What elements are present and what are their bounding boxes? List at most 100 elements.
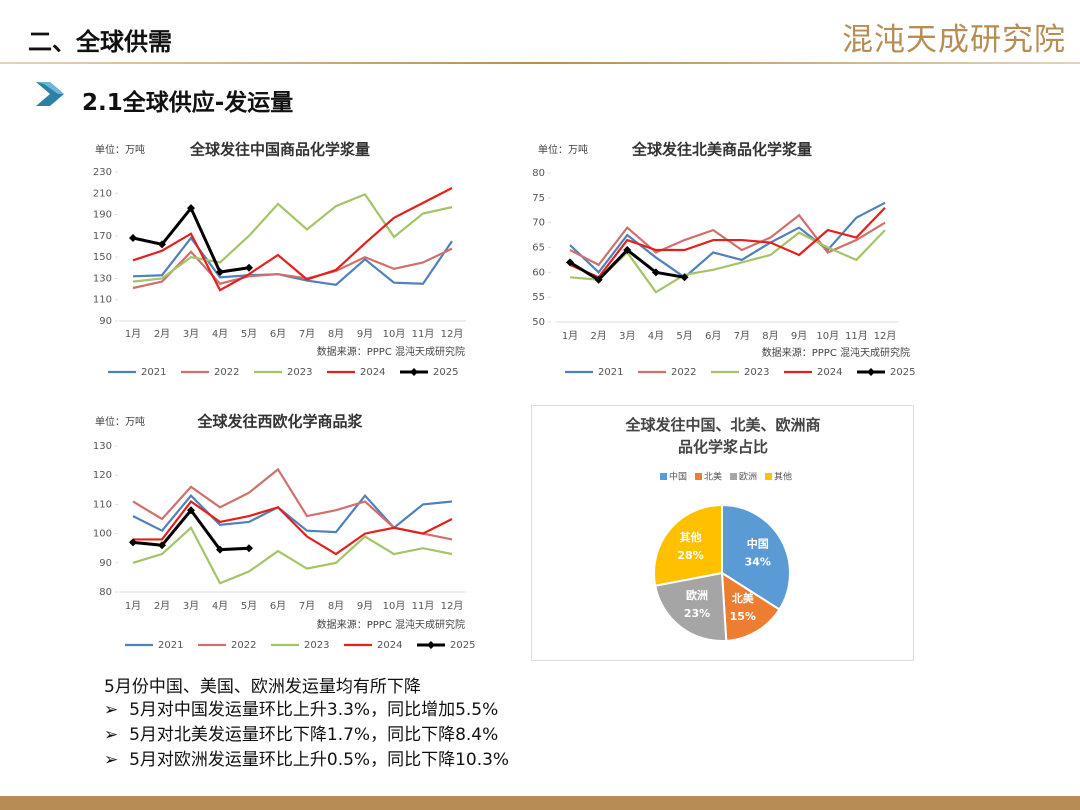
pie-frame [531,405,914,661]
y-tick-label: 230 [93,167,112,178]
legend-marker [867,368,875,376]
legend-label: 2022 [214,367,239,378]
x-tick-label: 10月 [383,600,406,612]
point [187,506,195,515]
slice-name: 北美 [732,591,755,605]
point [129,233,137,242]
x-tick-label: 12月 [441,328,464,340]
summary-text: 5月对中国发运量环比上升3.3%，同比增加5.5% [129,700,499,720]
y-tick-label: 110 [93,295,112,306]
series-line [569,207,886,279]
y-tick-label: 80 [532,168,545,179]
x-tick-label: 12月 [874,330,897,342]
summary-item: ➢ 5月对欧洲发运量环比上升0.5%，同比下降10.3% [104,750,510,770]
point [216,545,224,554]
point [158,541,166,550]
point [680,273,689,282]
legend-marker [410,368,418,376]
point [129,538,137,547]
x-tick-label: 7月 [299,600,315,612]
legend-label: 其他 [774,471,792,483]
y-tick-label: 60 [532,267,545,278]
slice-name: 欧洲 [686,588,708,602]
point [187,204,195,213]
x-tick-label: 4月 [212,328,228,340]
x-tick-label: 8月 [762,330,778,342]
section-icon [36,82,64,106]
slice-name: 中国 [747,536,769,550]
summary-list: ➢ 5月对中国发运量环比上升3.3%，同比增加5.5% ➢ 5月对北美发运量环比… [104,698,509,773]
x-tick-label: 9月 [357,600,373,612]
legend-marker [427,641,435,649]
x-tick-label: 11月 [412,600,435,612]
point [245,263,253,272]
series-line [132,205,250,274]
legend-swatch [765,473,773,480]
x-tick-label: 8月 [328,328,344,340]
summary-item: ➢ 5月对中国发运量环比上升3.3%，同比增加5.5% [104,700,499,720]
point [651,268,660,277]
legend-label: 2024 [360,367,385,378]
pie-slice [653,503,723,587]
y-tick-label: 120 [93,470,112,481]
chart-source: 数据来源：PPPC 混沌天成研究院 [317,345,465,358]
y-tick-label: 110 [93,499,112,510]
legend-swatch [660,473,667,480]
x-tick-label: 11月 [412,328,435,340]
chart-unit: 单位：万吨 [538,143,588,156]
legend-label: 2023 [744,367,769,378]
chart-title: 全球发往中国商品化学浆量 [189,141,370,159]
x-tick-label: 6月 [270,328,286,340]
series-line [132,493,453,534]
y-tick-label: 80 [99,587,112,598]
y-tick-label: 170 [93,231,112,242]
chart-source: 数据来源：PPPC 混沌天成研究院 [317,618,465,631]
logo: 混沌天成研究院 [842,22,1066,58]
legend-label: 2021 [141,367,166,378]
legend-label: 2025 [890,367,915,378]
x-tick-label: 4月 [212,600,228,612]
x-tick-label: 11月 [845,330,868,342]
x-tick-label: 1月 [562,330,578,342]
summary-text: 5月对北美发运量环比下降1.7%，同比下降8.4% [129,725,499,745]
y-tick-label: 65 [532,243,545,254]
pie-title: 全球发往中国、北美、欧洲商品化学浆占比 [625,416,821,456]
header-rule [0,62,1080,64]
x-tick-label: 6月 [705,330,721,342]
y-tick-label: 150 [93,252,112,263]
chart-unit: 单位：万吨 [95,143,145,156]
legend-label: 中国 [669,471,687,483]
x-tick-label: 5月 [676,330,692,342]
x-tick-label: 7月 [299,328,315,340]
y-tick-label: 70 [532,218,545,229]
x-tick-label: 10月 [816,330,839,342]
summary-heading: 5月份中国、美国、欧洲发运量均有所下降 [104,677,421,697]
x-tick-label: 12月 [441,600,464,612]
x-tick-label: 1月 [125,600,141,612]
legend-label: 2023 [287,367,312,378]
slice-name: 其他 [680,530,702,544]
legend-label: 2021 [158,640,183,651]
legend-label: 北美 [704,471,722,483]
chart-unit: 单位：万吨 [95,415,145,428]
y-tick-label: 75 [532,193,545,204]
point [566,258,574,267]
pie-slice [654,571,728,642]
x-tick-label: 2月 [154,328,170,340]
legend-label: 2024 [817,367,842,378]
point [594,275,603,284]
x-tick-label: 1月 [125,328,141,340]
x-tick-label: 5月 [241,328,257,340]
legend-label: 2023 [304,640,329,651]
legend-label: 2022 [231,640,256,651]
y-tick-label: 90 [99,558,112,569]
point [245,544,253,553]
x-tick-label: 4月 [648,330,664,342]
y-tick-label: 210 [93,188,112,199]
chart-title: 全球发往西欧化学商品浆 [196,413,363,431]
slice-label: 15% [730,610,756,623]
series-line [132,186,453,292]
x-tick-label: 7月 [734,330,750,342]
